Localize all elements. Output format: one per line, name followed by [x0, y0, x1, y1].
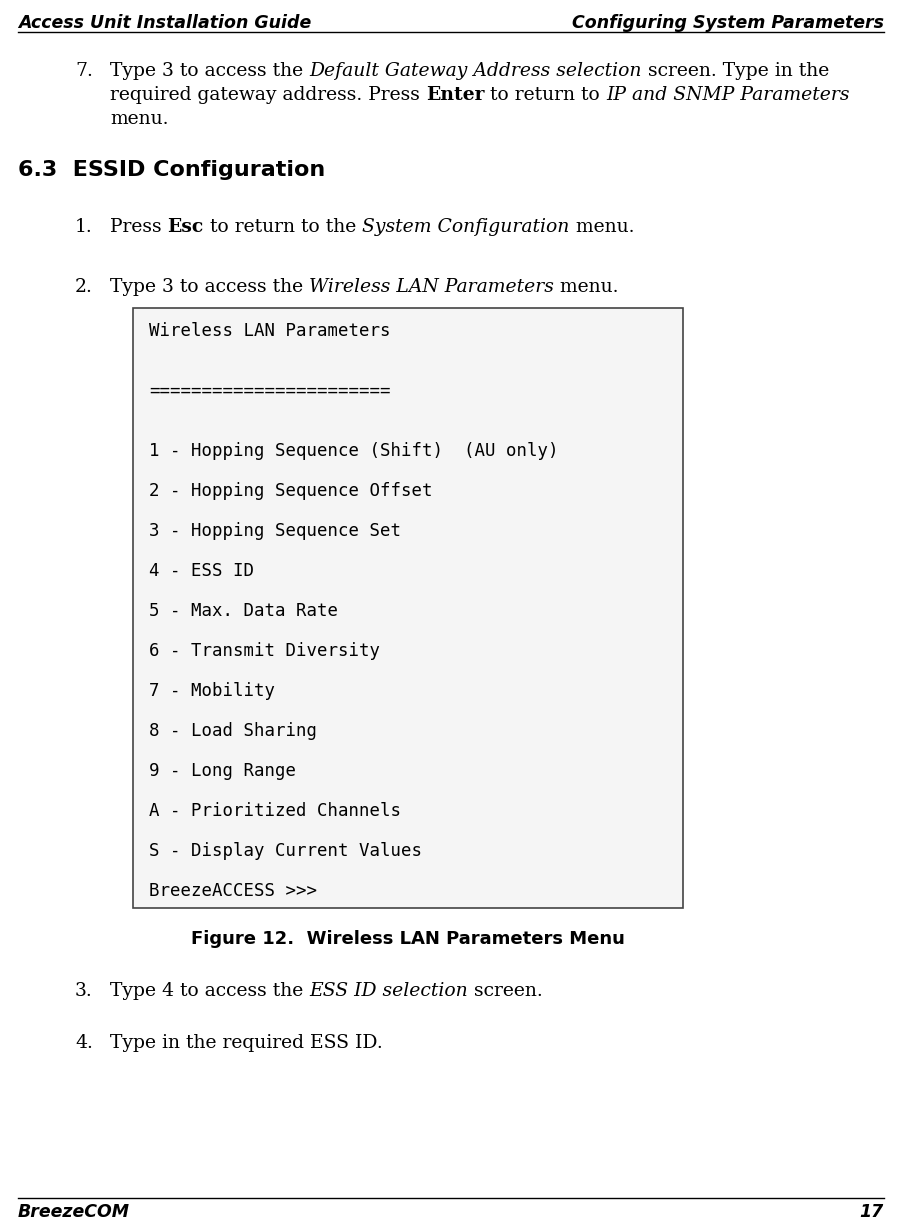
Text: 6 - Transmit Diversity: 6 - Transmit Diversity: [149, 642, 380, 659]
Text: 4.: 4.: [75, 1034, 93, 1052]
Text: Default Gateway Address selection: Default Gateway Address selection: [309, 62, 641, 80]
Text: menu.: menu.: [569, 218, 634, 236]
Text: Wireless LAN Parameters: Wireless LAN Parameters: [149, 322, 391, 340]
Text: required gateway address. Press: required gateway address. Press: [110, 87, 426, 104]
Text: Type 3 to access the: Type 3 to access the: [110, 278, 309, 296]
Text: 5 - Max. Data Rate: 5 - Max. Data Rate: [149, 602, 338, 620]
Text: 2 - Hopping Sequence Offset: 2 - Hopping Sequence Offset: [149, 482, 432, 500]
Text: Enter: Enter: [426, 87, 484, 104]
Text: menu.: menu.: [554, 278, 619, 296]
Text: Press: Press: [110, 218, 168, 236]
Text: screen.: screen.: [468, 983, 543, 1000]
Text: Type 3 to access the: Type 3 to access the: [110, 62, 309, 80]
Text: 8 - Load Sharing: 8 - Load Sharing: [149, 722, 317, 740]
Text: Esc: Esc: [168, 218, 204, 236]
Text: 1 - Hopping Sequence (Shift)  (AU only): 1 - Hopping Sequence (Shift) (AU only): [149, 442, 558, 460]
Text: 6.3  ESSID Configuration: 6.3 ESSID Configuration: [18, 160, 326, 180]
Text: S - Display Current Values: S - Display Current Values: [149, 842, 422, 859]
Text: Type in the required ESS ID.: Type in the required ESS ID.: [110, 1034, 382, 1052]
Text: 17: 17: [860, 1203, 884, 1219]
Text: ESS ID selection: ESS ID selection: [309, 983, 468, 1000]
Text: A - Prioritized Channels: A - Prioritized Channels: [149, 802, 401, 820]
Text: Configuring System Parameters: Configuring System Parameters: [572, 13, 884, 32]
Text: 4 - ESS ID: 4 - ESS ID: [149, 562, 254, 580]
Text: 3.: 3.: [75, 983, 93, 1000]
Text: menu.: menu.: [110, 110, 169, 128]
Text: 2.: 2.: [75, 278, 93, 296]
Text: to return to the: to return to the: [204, 218, 362, 236]
Text: Wireless LAN Parameters: Wireless LAN Parameters: [309, 278, 554, 296]
Text: Access Unit Installation Guide: Access Unit Installation Guide: [18, 13, 311, 32]
Text: BreezeACCESS >>>: BreezeACCESS >>>: [149, 883, 317, 900]
Text: BreezeCOM: BreezeCOM: [18, 1203, 130, 1219]
Text: System Configuration: System Configuration: [362, 218, 569, 236]
FancyBboxPatch shape: [133, 308, 683, 908]
Text: Figure 12.  Wireless LAN Parameters Menu: Figure 12. Wireless LAN Parameters Menu: [191, 930, 625, 948]
Text: 9 - Long Range: 9 - Long Range: [149, 762, 296, 780]
Text: IP and SNMP Parameters: IP and SNMP Parameters: [606, 87, 850, 104]
Text: 7.: 7.: [75, 62, 93, 80]
Text: 1.: 1.: [75, 218, 93, 236]
Text: 3 - Hopping Sequence Set: 3 - Hopping Sequence Set: [149, 522, 401, 540]
Text: =======================: =======================: [149, 382, 391, 400]
Text: 7 - Mobility: 7 - Mobility: [149, 681, 275, 700]
Text: screen. Type in the: screen. Type in the: [641, 62, 829, 80]
Text: to return to: to return to: [484, 87, 606, 104]
Text: Type 4 to access the: Type 4 to access the: [110, 983, 309, 1000]
